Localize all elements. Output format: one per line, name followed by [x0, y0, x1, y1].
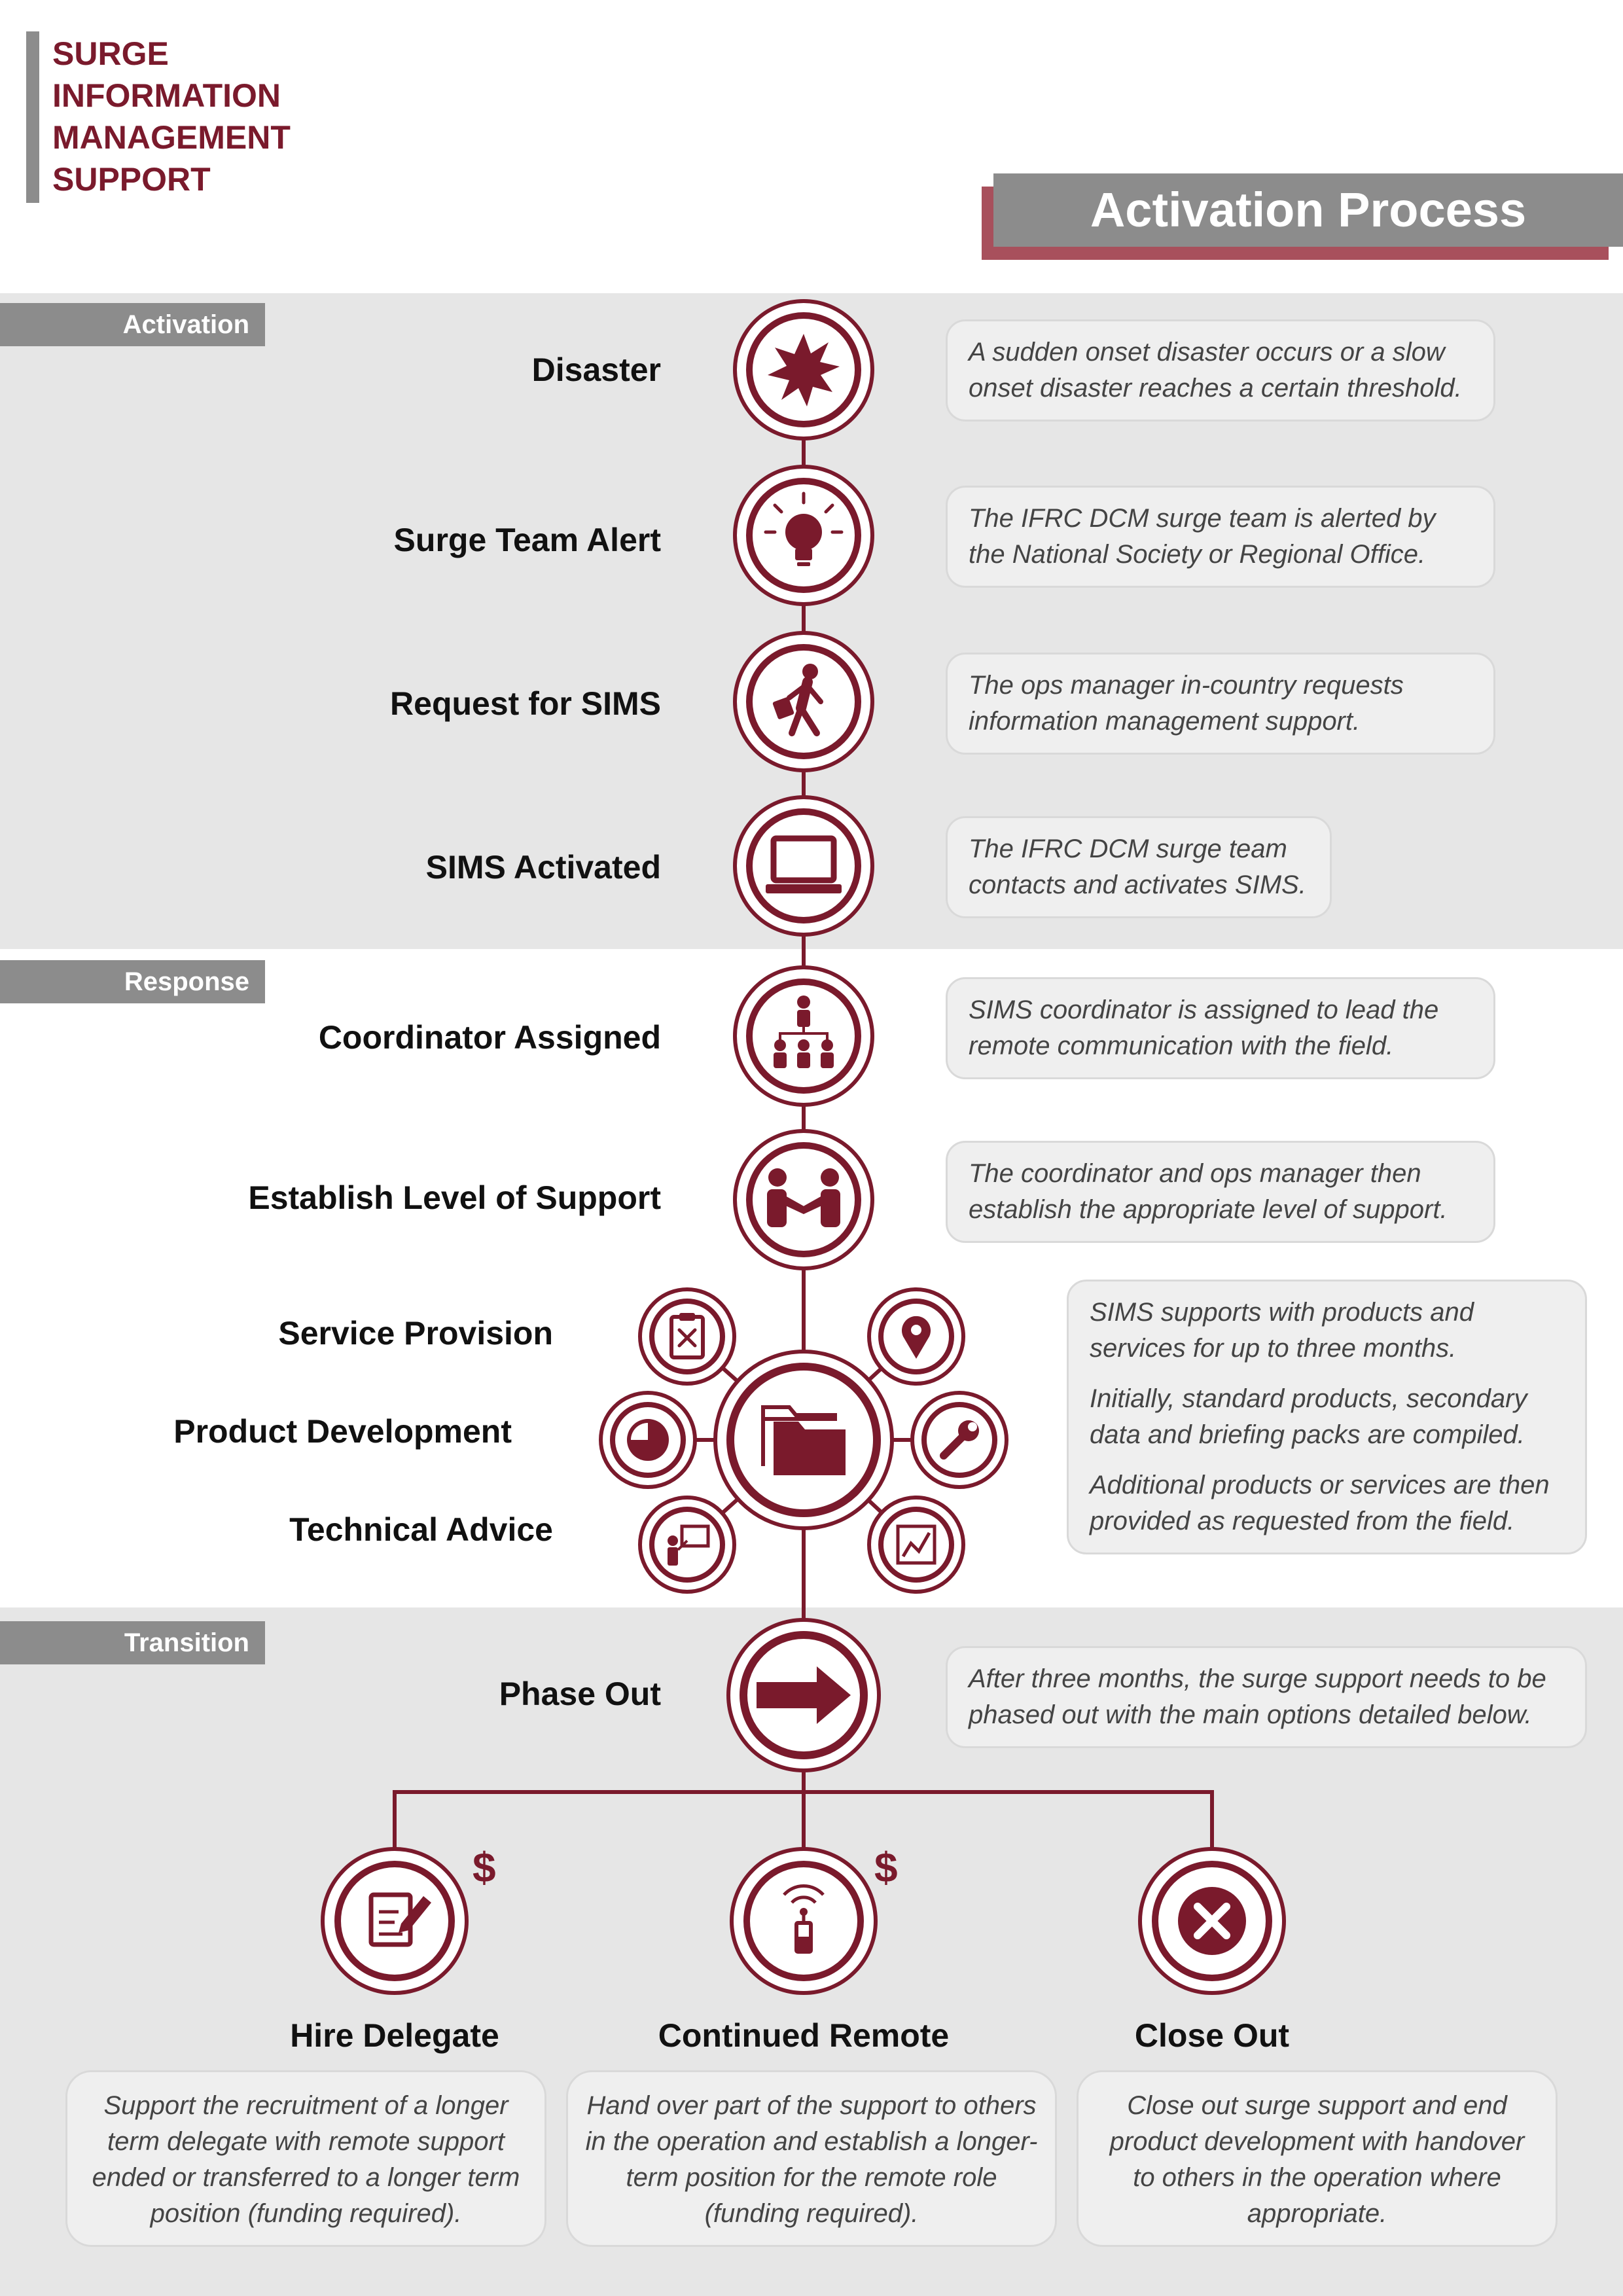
step-label-request-for-sims: Request for SIMS	[390, 685, 661, 722]
option-title-close-out: Close Out	[1134, 2017, 1290, 2054]
section-transition: Transition	[0, 1621, 265, 1664]
step-label-sims-activated: SIMS Activated	[425, 849, 661, 886]
step-label-disaster: Disaster	[531, 351, 661, 388]
service-label-technical-advice: Technical Advice	[289, 1511, 553, 1548]
step-desc-disaster: A sudden onset disaster occurs or a slow…	[946, 319, 1495, 422]
section-response: Response	[0, 960, 265, 1003]
step-desc-request-for-sims: The ops manager in-country requests info…	[946, 653, 1495, 755]
node-surge-team-alert	[733, 465, 874, 606]
brand-line-2: INFORMATION	[52, 77, 281, 114]
step-desc-coordinator-assigned: SIMS coordinator is assigned to lead the…	[946, 977, 1495, 1079]
step-label-phase-out: Phase Out	[499, 1676, 661, 1712]
node-coordinator-assigned	[733, 965, 874, 1107]
services-desc: SIMS supports with products and services…	[1067, 1280, 1587, 1554]
node-establish-support	[733, 1129, 874, 1270]
satellite-line-chart	[867, 1496, 965, 1594]
satellite-clipboard	[638, 1287, 736, 1386]
pie-chart-icon	[627, 1419, 669, 1461]
arrow-right-icon	[757, 1666, 851, 1724]
satellite-presentation	[638, 1496, 736, 1594]
clipboard-icon	[669, 1313, 705, 1359]
section-activation: Activation	[0, 303, 265, 346]
step-label-establish-support: Establish Level of Support	[248, 1179, 661, 1216]
wrench-icon	[940, 1420, 979, 1460]
service-label-provision: Service Provision	[278, 1315, 553, 1352]
option-desc-close-out: Close out surge support and end product …	[1077, 2070, 1558, 2247]
node-request-for-sims	[733, 631, 874, 772]
brand-title: SURGE INFORMATION MANAGEMENT SUPPORT	[52, 33, 291, 200]
satellite-pie-chart	[599, 1391, 697, 1489]
line-chart-icon	[896, 1524, 936, 1565]
funding-marker-hire-delegate: $	[473, 1844, 496, 1891]
step-label-surge-team-alert: Surge Team Alert	[393, 522, 661, 558]
brand-bar	[26, 31, 39, 203]
contract-sign-icon	[368, 1892, 431, 1947]
close-x-icon	[1178, 1887, 1246, 1955]
node-close-out	[1138, 1847, 1286, 1995]
satellite-map-pin	[867, 1287, 965, 1386]
node-services-center	[713, 1350, 894, 1530]
step-desc-sims-activated: The IFRC DCM surge team contacts and act…	[946, 816, 1332, 918]
step-desc-phase-out: After three months, the surge support ne…	[946, 1646, 1587, 1748]
satellite-wrench	[910, 1391, 1008, 1489]
option-desc-continued-remote: Hand over part of the support to others …	[566, 2070, 1057, 2247]
page-title: Activation Process	[1090, 183, 1527, 237]
explosion-icon	[768, 334, 840, 406]
brand-line-3: MANAGEMENT	[52, 119, 291, 156]
step-label-coordinator-assigned: Coordinator Assigned	[318, 1019, 661, 1056]
service-label-product-development: Product Development	[173, 1413, 512, 1450]
mobile-signal-icon	[783, 1884, 825, 1954]
step-desc-surge-team-alert: The IFRC DCM surge team is alerted by th…	[946, 486, 1495, 588]
brand-line-1: SURGE	[52, 35, 169, 72]
option-title-hire-delegate: Hire Delegate	[290, 2017, 499, 2054]
node-disaster	[733, 299, 874, 440]
lightbulb-icon	[764, 492, 844, 566]
brand-line-4: SUPPORT	[52, 161, 211, 198]
option-title-continued-remote: Continued Remote	[658, 2017, 950, 2054]
option-desc-hire-delegate: Support the recruitment of a longer term…	[65, 2070, 546, 2247]
node-sims-activated	[733, 795, 874, 937]
presentation-icon	[668, 1524, 710, 1566]
funding-marker-continued-remote: $	[874, 1844, 898, 1891]
person-walking-icon	[772, 664, 823, 736]
folder-icon	[761, 1405, 846, 1475]
node-phase-out	[726, 1618, 881, 1772]
map-pin-icon	[902, 1316, 931, 1359]
node-continued-remote	[730, 1847, 878, 1995]
step-desc-establish-support: The coordinator and ops manager then est…	[946, 1141, 1495, 1243]
handshake-icon	[767, 1168, 840, 1227]
org-chart-icon	[774, 996, 834, 1068]
laptop-icon	[766, 835, 842, 893]
title-banner	[993, 173, 1623, 247]
node-hire-delegate	[321, 1847, 469, 1995]
